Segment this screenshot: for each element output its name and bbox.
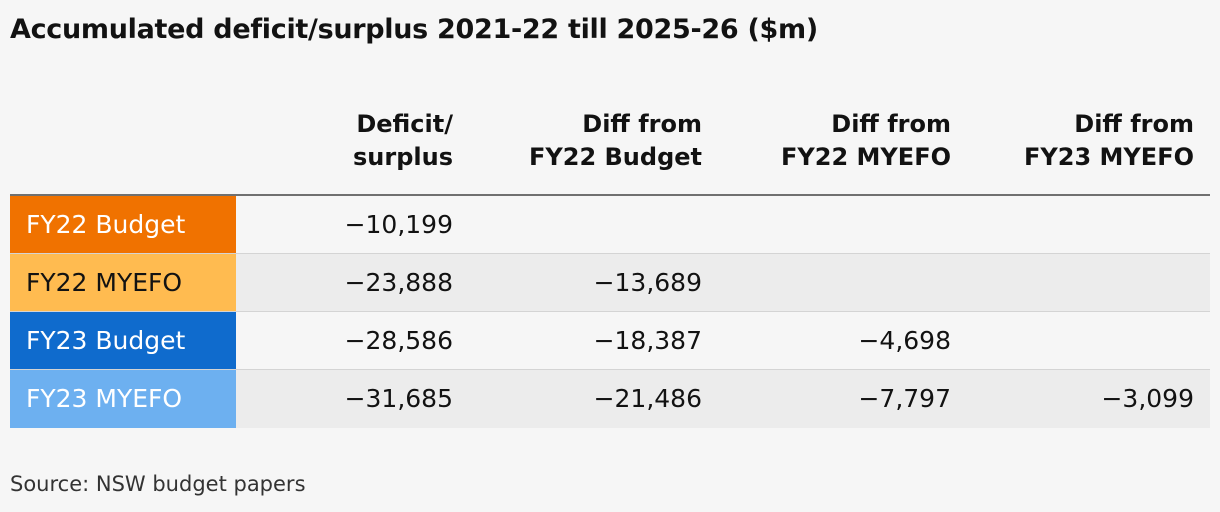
table-cell: −10,199: [344, 210, 453, 239]
table-cell: −4,698: [858, 326, 951, 355]
table-cell: −23,888: [344, 268, 453, 297]
data-table: Deficit/ surplus Diff from FY22 Budget D…: [10, 108, 1210, 428]
table-row: FY22 MYEFO −23,888 −13,689: [10, 254, 1210, 312]
table-cell: [702, 196, 951, 253]
source-note: Source: NSW budget papers: [10, 472, 306, 496]
column-header-deficit-surplus: Deficit/ surplus: [236, 108, 453, 194]
table-cell: −7,797: [858, 384, 951, 413]
row-label-fy22-myefo: FY22 MYEFO: [10, 254, 236, 311]
table-cell: [951, 254, 1194, 311]
header-spacer: [10, 108, 236, 194]
table-cell: −3,099: [1101, 384, 1194, 413]
table-row: FY22 Budget −10,199: [10, 196, 1210, 254]
table-cell: [951, 196, 1194, 253]
column-header-line1: Diff from: [1074, 110, 1194, 138]
table-row: FY23 MYEFO −31,685 −21,486 −7,797 −3,099: [10, 370, 1210, 428]
row-label-fy22-budget: FY22 Budget: [10, 196, 236, 253]
column-header-diff-fy22-myefo: Diff from FY22 MYEFO: [702, 108, 951, 194]
table-cell: [702, 254, 951, 311]
column-header-diff-fy22-budget: Diff from FY22 Budget: [453, 108, 702, 194]
row-label-fy23-myefo: FY23 MYEFO: [10, 370, 236, 428]
table-header-row: Deficit/ surplus Diff from FY22 Budget D…: [10, 108, 1210, 196]
column-header-line2: FY22 MYEFO: [781, 143, 951, 171]
column-header-line2: FY22 Budget: [528, 143, 702, 171]
table-cell: −18,387: [593, 326, 702, 355]
table-cell: −28,586: [344, 326, 453, 355]
column-header-line1: Deficit/: [356, 110, 453, 138]
table-cell: [951, 312, 1194, 369]
table-row: FY23 Budget −28,586 −18,387 −4,698: [10, 312, 1210, 370]
row-label-fy23-budget: FY23 Budget: [10, 312, 236, 369]
column-header-line1: Diff from: [582, 110, 702, 138]
table-cell: −13,689: [593, 268, 702, 297]
column-header-line2: FY23 MYEFO: [1024, 143, 1194, 171]
table-cell: [453, 196, 702, 253]
column-header-line1: Diff from: [831, 110, 951, 138]
chart-title: Accumulated deficit/surplus 2021-22 till…: [10, 14, 818, 45]
column-header-diff-fy23-myefo: Diff from FY23 MYEFO: [951, 108, 1194, 194]
table-cell: −31,685: [344, 384, 453, 413]
column-header-line2: surplus: [353, 143, 453, 171]
table-cell: −21,486: [593, 384, 702, 413]
